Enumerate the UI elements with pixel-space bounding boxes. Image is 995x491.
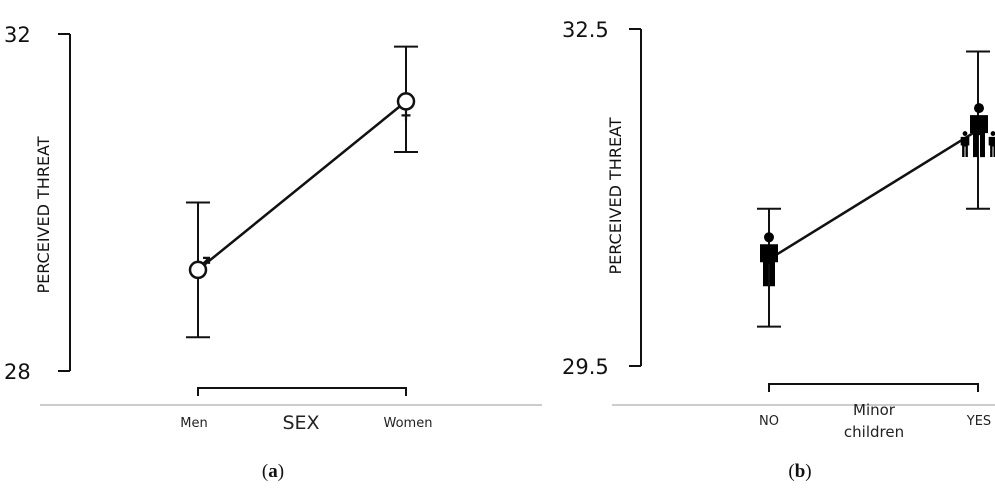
panel-a-y-tick-label-bottom: 28 [4,360,31,384]
panel-a-point-women-female-icon [396,92,416,111]
panel-b-point-yes-child-right-icon-head [990,131,995,136]
panel-b-y-tick-label-top: 32.5 [562,18,609,42]
panel-a-x-bracket [197,387,407,396]
panel-a-x-category-women: Women [384,416,433,431]
panel-b-plot-area [757,50,995,328]
panel-a: 32 28 PERCEIVED THREAT Men SEX Women (a) [4,23,542,482]
panel-a-point-women-female-cross [401,109,411,121]
panel-a-point-women [396,92,416,121]
panel-b-x-category-yes: YES [966,414,991,429]
panel-a-y-axis-label: PERCEIVED THREAT [34,136,53,293]
panel-b-x-axis-label-line1: Minor [853,401,896,419]
panel-a-y-tick-label-top: 32 [4,23,31,47]
panel-b-point-yes [960,103,995,158]
panel-b-point-no [760,232,778,287]
panel-b-point-yes-child-left-icon [960,131,970,158]
panel-b-point-no-person-icon-head [764,232,774,243]
panel-b-series-line [768,129,979,261]
panel-b-point-yes-child-right-icon [988,131,995,158]
panel-b-point-yes-child-right-icon-body [988,136,995,158]
panel-a-caption: (a) [262,461,284,482]
panel-b-point-no-person-icon-body [760,244,778,287]
panel-a-x-category-men: Men [180,416,207,431]
panel-a-point-men-male-arrow [202,256,211,265]
panel-b-y-tick-label-bottom: 29.5 [562,355,609,379]
panel-a-plot-area [186,45,418,339]
panel-a-x-axis-label: SEX [282,412,319,434]
panel-b-x-bracket [768,383,979,392]
panel-b-point-yes-parent-icon-head [974,103,984,114]
panel-a-point-men-male-icon [188,260,208,280]
panel-a-point-men [188,256,211,280]
panel-b: 32.5 29.5 PERCEIVED THREAT NO Minor chil… [562,18,995,482]
panel-a-series-line [197,100,407,271]
panel-b-point-yes-child-left-icon-body [960,136,970,158]
panel-b-point-no-person-icon [760,232,778,287]
panel-b-point-yes-parent-icon [970,103,988,158]
panel-b-point-yes-child-left-icon-head [962,131,968,136]
panel-b-x-category-no: NO [759,414,779,429]
panel-b-caption: (b) [788,461,811,482]
panel-b-x-axis-label-line2: children [844,423,904,441]
panel-b-y-axis-label: PERCEIVED THREAT [606,117,625,274]
panel-b-point-yes-parent-icon-body [970,115,988,158]
